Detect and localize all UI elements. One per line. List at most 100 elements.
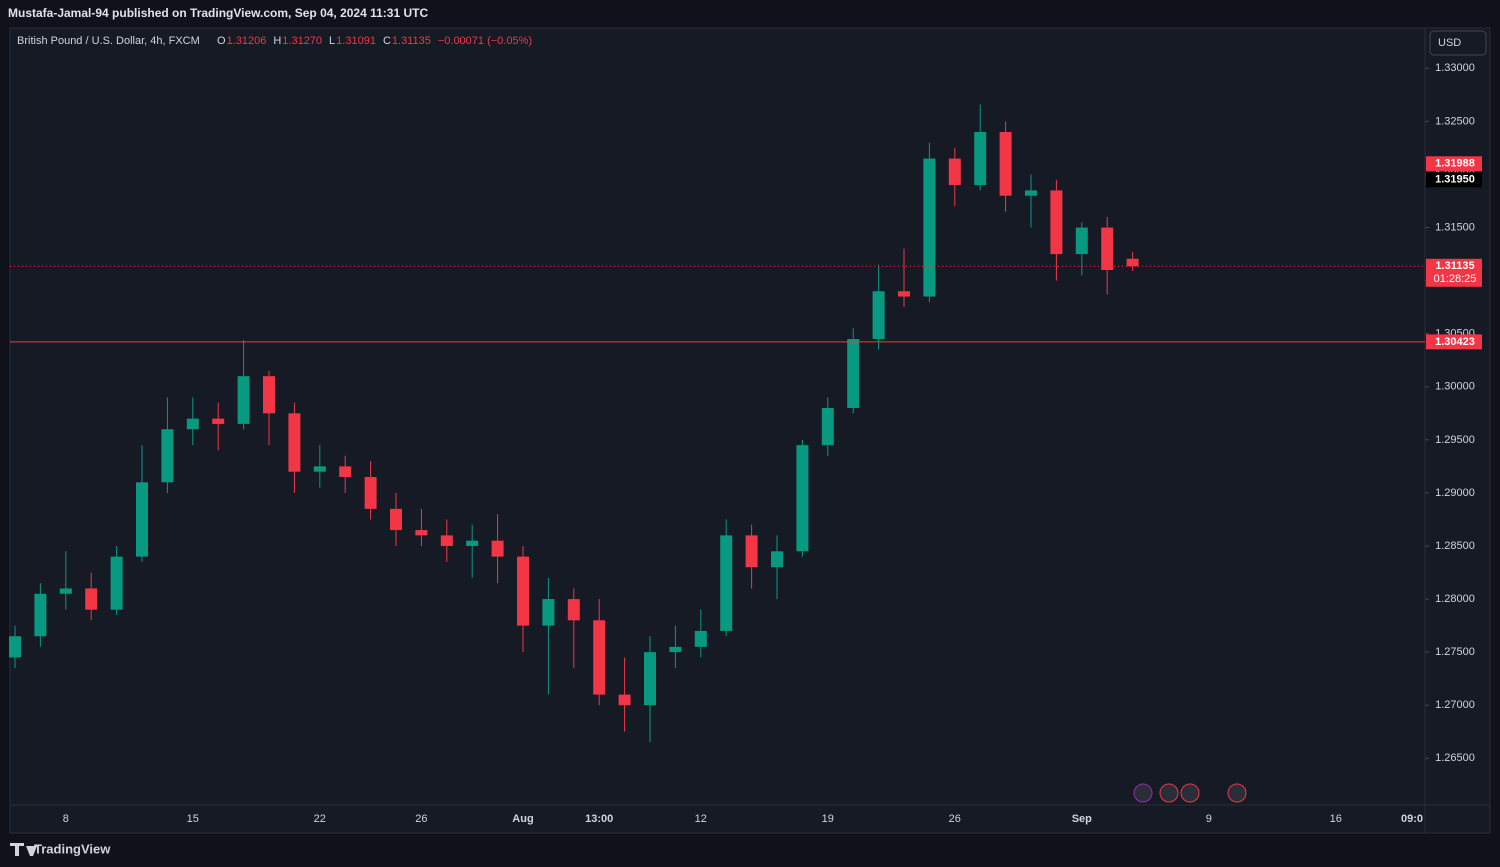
y-tick-label: 1.29000 — [1435, 487, 1475, 499]
y-tick-label: 1.29500 — [1435, 434, 1475, 446]
candle-body — [517, 556, 529, 626]
event-icon[interactable] — [1159, 783, 1179, 803]
candle-body — [415, 530, 428, 536]
price-change: −0.00071 (−0.05%) — [438, 35, 532, 47]
candle-body — [567, 599, 580, 621]
candle-body — [974, 132, 987, 186]
y-tick-label: 1.26500 — [1435, 752, 1475, 764]
countdown-label: 01:28:25 — [1434, 273, 1477, 285]
y-tick-label: 1.33000 — [1435, 62, 1475, 74]
ohlc-value: 1.31206 — [227, 35, 267, 47]
publish-info: Mustafa-Jamal-94 published on TradingVie… — [8, 6, 428, 20]
y-tick-label: 1.28000 — [1435, 593, 1475, 605]
candle-body — [9, 636, 21, 658]
candle-body — [390, 508, 402, 531]
candle-body — [85, 588, 98, 610]
candle-body — [364, 477, 377, 509]
y-tick-label: 1.32500 — [1435, 115, 1475, 127]
chart-panel — [9, 27, 1491, 834]
price-label: 1.30423 — [1435, 336, 1475, 348]
currency-button[interactable] — [1429, 30, 1487, 56]
x-tick-label: 9 — [1206, 813, 1212, 825]
candle-body — [948, 158, 961, 186]
price-label: 1.31950 — [1435, 174, 1475, 186]
ohlc-key: L — [329, 35, 335, 47]
y-tick-label: 1.31500 — [1435, 221, 1475, 233]
x-tick-label: 13:00 — [585, 813, 613, 825]
x-tick-label: 26 — [415, 813, 427, 825]
ohlc-key: C — [383, 35, 391, 47]
ohlc-value: 1.31135 — [392, 35, 431, 47]
price-label-box — [1426, 172, 1482, 188]
candle-body — [186, 418, 199, 430]
ohlc-value: 1.31270 — [282, 35, 322, 47]
candle-body — [288, 413, 301, 472]
brand-logo — [10, 843, 37, 856]
candle-body — [796, 445, 809, 552]
price-label-box — [1426, 156, 1482, 172]
x-tick-label: 12 — [695, 813, 707, 825]
candle-body — [821, 408, 834, 446]
event-icons — [1133, 783, 1247, 803]
candle-body — [491, 540, 504, 557]
event-icon[interactable] — [1180, 783, 1200, 803]
candle-body — [669, 646, 682, 653]
candle-body — [872, 291, 885, 340]
candle-body — [339, 466, 352, 478]
candle-body — [847, 339, 860, 409]
price-label-box — [1426, 258, 1482, 287]
y-tick-label: 1.28500 — [1435, 540, 1475, 552]
price-label-box — [1426, 334, 1482, 350]
y-tick-label: 1.27500 — [1435, 646, 1475, 658]
candle-body — [1025, 190, 1037, 196]
candle-body — [34, 593, 47, 637]
candle-body — [923, 158, 936, 297]
price-label: 1.31135 — [1435, 260, 1474, 272]
x-tick-label: 16 — [1330, 813, 1342, 825]
candle-body — [237, 376, 250, 424]
candle-body — [263, 376, 275, 414]
candle-body — [644, 652, 656, 706]
ohlc-row: O 1.31206 H 1.31270 L 1.31091 C 1.31135 −0.00071… — [217, 35, 532, 47]
candle-body — [720, 535, 733, 631]
candle-body — [110, 556, 123, 610]
candle-body — [440, 535, 453, 546]
price-label: 1.31988 — [1435, 158, 1475, 170]
x-tick-label: 22 — [314, 813, 326, 825]
candle-body — [618, 694, 631, 706]
candle-body — [745, 535, 758, 568]
candle-body — [136, 482, 148, 557]
x-tick-label: 8 — [63, 813, 69, 825]
ohlc-key: O — [217, 35, 226, 47]
currency-label[interactable]: USD — [1438, 37, 1461, 49]
candle-body — [1075, 227, 1088, 255]
ohlc-key: H — [273, 35, 281, 47]
candle-body — [1126, 258, 1139, 267]
x-tick-label: 09:0 — [1401, 813, 1423, 825]
x-tick-label: Sep — [1072, 813, 1092, 825]
candle-body — [898, 291, 910, 297]
candle-body — [161, 429, 174, 483]
candle-body — [593, 620, 606, 695]
candle-body — [542, 599, 555, 626]
candle-body — [59, 588, 72, 594]
event-icon[interactable] — [1133, 783, 1153, 803]
y-tick-label: 1.27000 — [1435, 699, 1475, 711]
symbol-name: British Pound / U.S. Dollar, 4h, FXCM — [17, 35, 200, 47]
candle-body — [999, 132, 1012, 196]
ohlc-value: 1.31091 — [336, 35, 376, 47]
candle-body — [313, 466, 326, 472]
x-tick-label: 26 — [949, 813, 961, 825]
event-icon[interactable] — [1227, 783, 1247, 803]
candle-body — [771, 551, 783, 568]
candle-body — [1101, 227, 1114, 271]
x-tick-label: Aug — [512, 813, 533, 825]
candle-body — [694, 630, 707, 647]
brand-name: TradingView — [34, 841, 111, 856]
candle-body — [212, 418, 225, 424]
candle-body — [466, 540, 479, 546]
y-tick-label: 1.30000 — [1435, 381, 1475, 393]
x-tick-label: 15 — [187, 813, 199, 825]
